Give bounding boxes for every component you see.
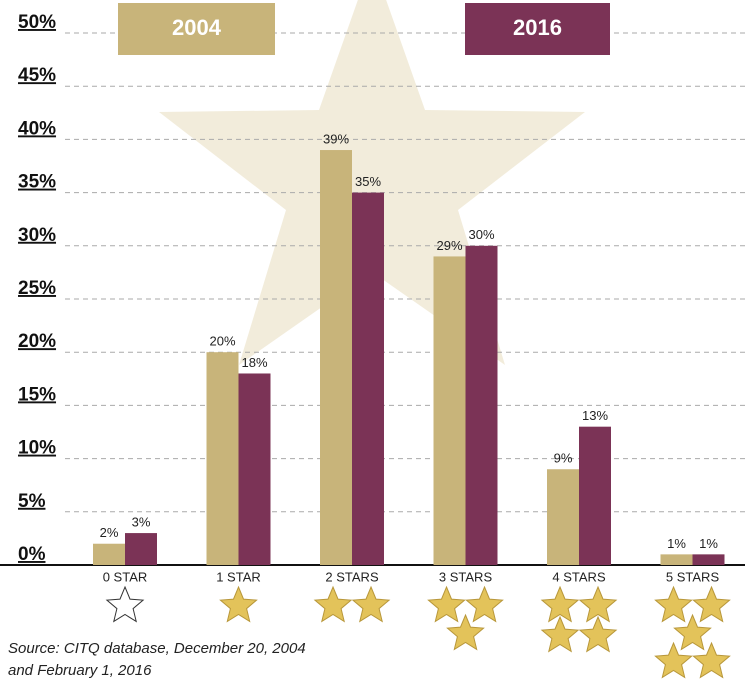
y-tick-label: 25% bbox=[18, 278, 56, 299]
star-icon bbox=[578, 615, 618, 653]
star-icon bbox=[654, 585, 693, 623]
x-tick-label: 0 STAR bbox=[103, 569, 148, 584]
star-icon bbox=[692, 641, 731, 679]
star-icon bbox=[313, 585, 353, 623]
value-label: 29% bbox=[436, 238, 462, 253]
star-icon bbox=[540, 585, 580, 623]
y-tick-label: 35% bbox=[18, 172, 56, 193]
bar bbox=[692, 554, 725, 565]
bar bbox=[206, 352, 239, 565]
legend-label: 2016 bbox=[513, 15, 562, 40]
star-icon bbox=[465, 585, 504, 623]
legend-label: 2004 bbox=[172, 15, 222, 40]
star-icon bbox=[219, 585, 258, 623]
y-tick-label: 15% bbox=[18, 384, 56, 405]
star-icon bbox=[540, 615, 580, 653]
y-tick-label: 10% bbox=[18, 438, 56, 459]
y-tick-label: 40% bbox=[18, 118, 56, 139]
star-icon bbox=[351, 585, 391, 623]
legend-swatch bbox=[465, 3, 610, 55]
x-tick-label: 4 STARS bbox=[552, 569, 606, 584]
star-icon bbox=[427, 585, 466, 623]
star-icon bbox=[578, 585, 618, 623]
bar bbox=[238, 373, 271, 565]
bar bbox=[93, 543, 125, 565]
source-line: Source: CITQ database, December 20, 2004 bbox=[8, 640, 306, 657]
background-star bbox=[159, 0, 585, 365]
value-label: 20% bbox=[209, 334, 235, 349]
star-icon bbox=[105, 585, 145, 623]
value-label: 1% bbox=[699, 536, 718, 551]
star-icon bbox=[692, 585, 731, 623]
bar bbox=[125, 533, 157, 565]
y-tick-label: 20% bbox=[18, 331, 56, 352]
source-line: and February 1, 2016 bbox=[8, 662, 152, 679]
star-icon bbox=[654, 641, 693, 679]
value-label: 35% bbox=[355, 174, 381, 189]
x-tick-label: 1 STAR bbox=[216, 569, 261, 584]
y-tick-label: 0% bbox=[18, 544, 46, 565]
bar bbox=[320, 150, 352, 566]
value-label: 2% bbox=[100, 525, 119, 540]
y-tick-label: 5% bbox=[18, 491, 46, 512]
y-tick-label: 50% bbox=[18, 12, 56, 33]
x-tick-label: 3 STARS bbox=[439, 569, 493, 584]
value-label: 3% bbox=[132, 515, 151, 530]
bar bbox=[660, 554, 693, 565]
x-tick-label: 5 STARS bbox=[666, 569, 720, 584]
legend-swatch bbox=[118, 3, 275, 55]
bar bbox=[579, 426, 611, 565]
value-label: 9% bbox=[554, 451, 573, 466]
star-icon bbox=[446, 613, 485, 651]
x-tick-label: 2 STARS bbox=[325, 569, 379, 584]
bar bbox=[433, 256, 466, 565]
bar bbox=[547, 469, 579, 565]
y-tick-label: 45% bbox=[18, 65, 56, 86]
value-label: 1% bbox=[667, 536, 686, 551]
y-tick-label: 30% bbox=[18, 225, 56, 246]
value-label: 18% bbox=[241, 355, 267, 370]
value-label: 39% bbox=[323, 131, 349, 146]
bar bbox=[465, 245, 498, 566]
star-icon bbox=[673, 613, 712, 651]
value-label: 30% bbox=[468, 227, 494, 242]
value-label: 13% bbox=[582, 408, 608, 423]
bar bbox=[352, 192, 384, 565]
